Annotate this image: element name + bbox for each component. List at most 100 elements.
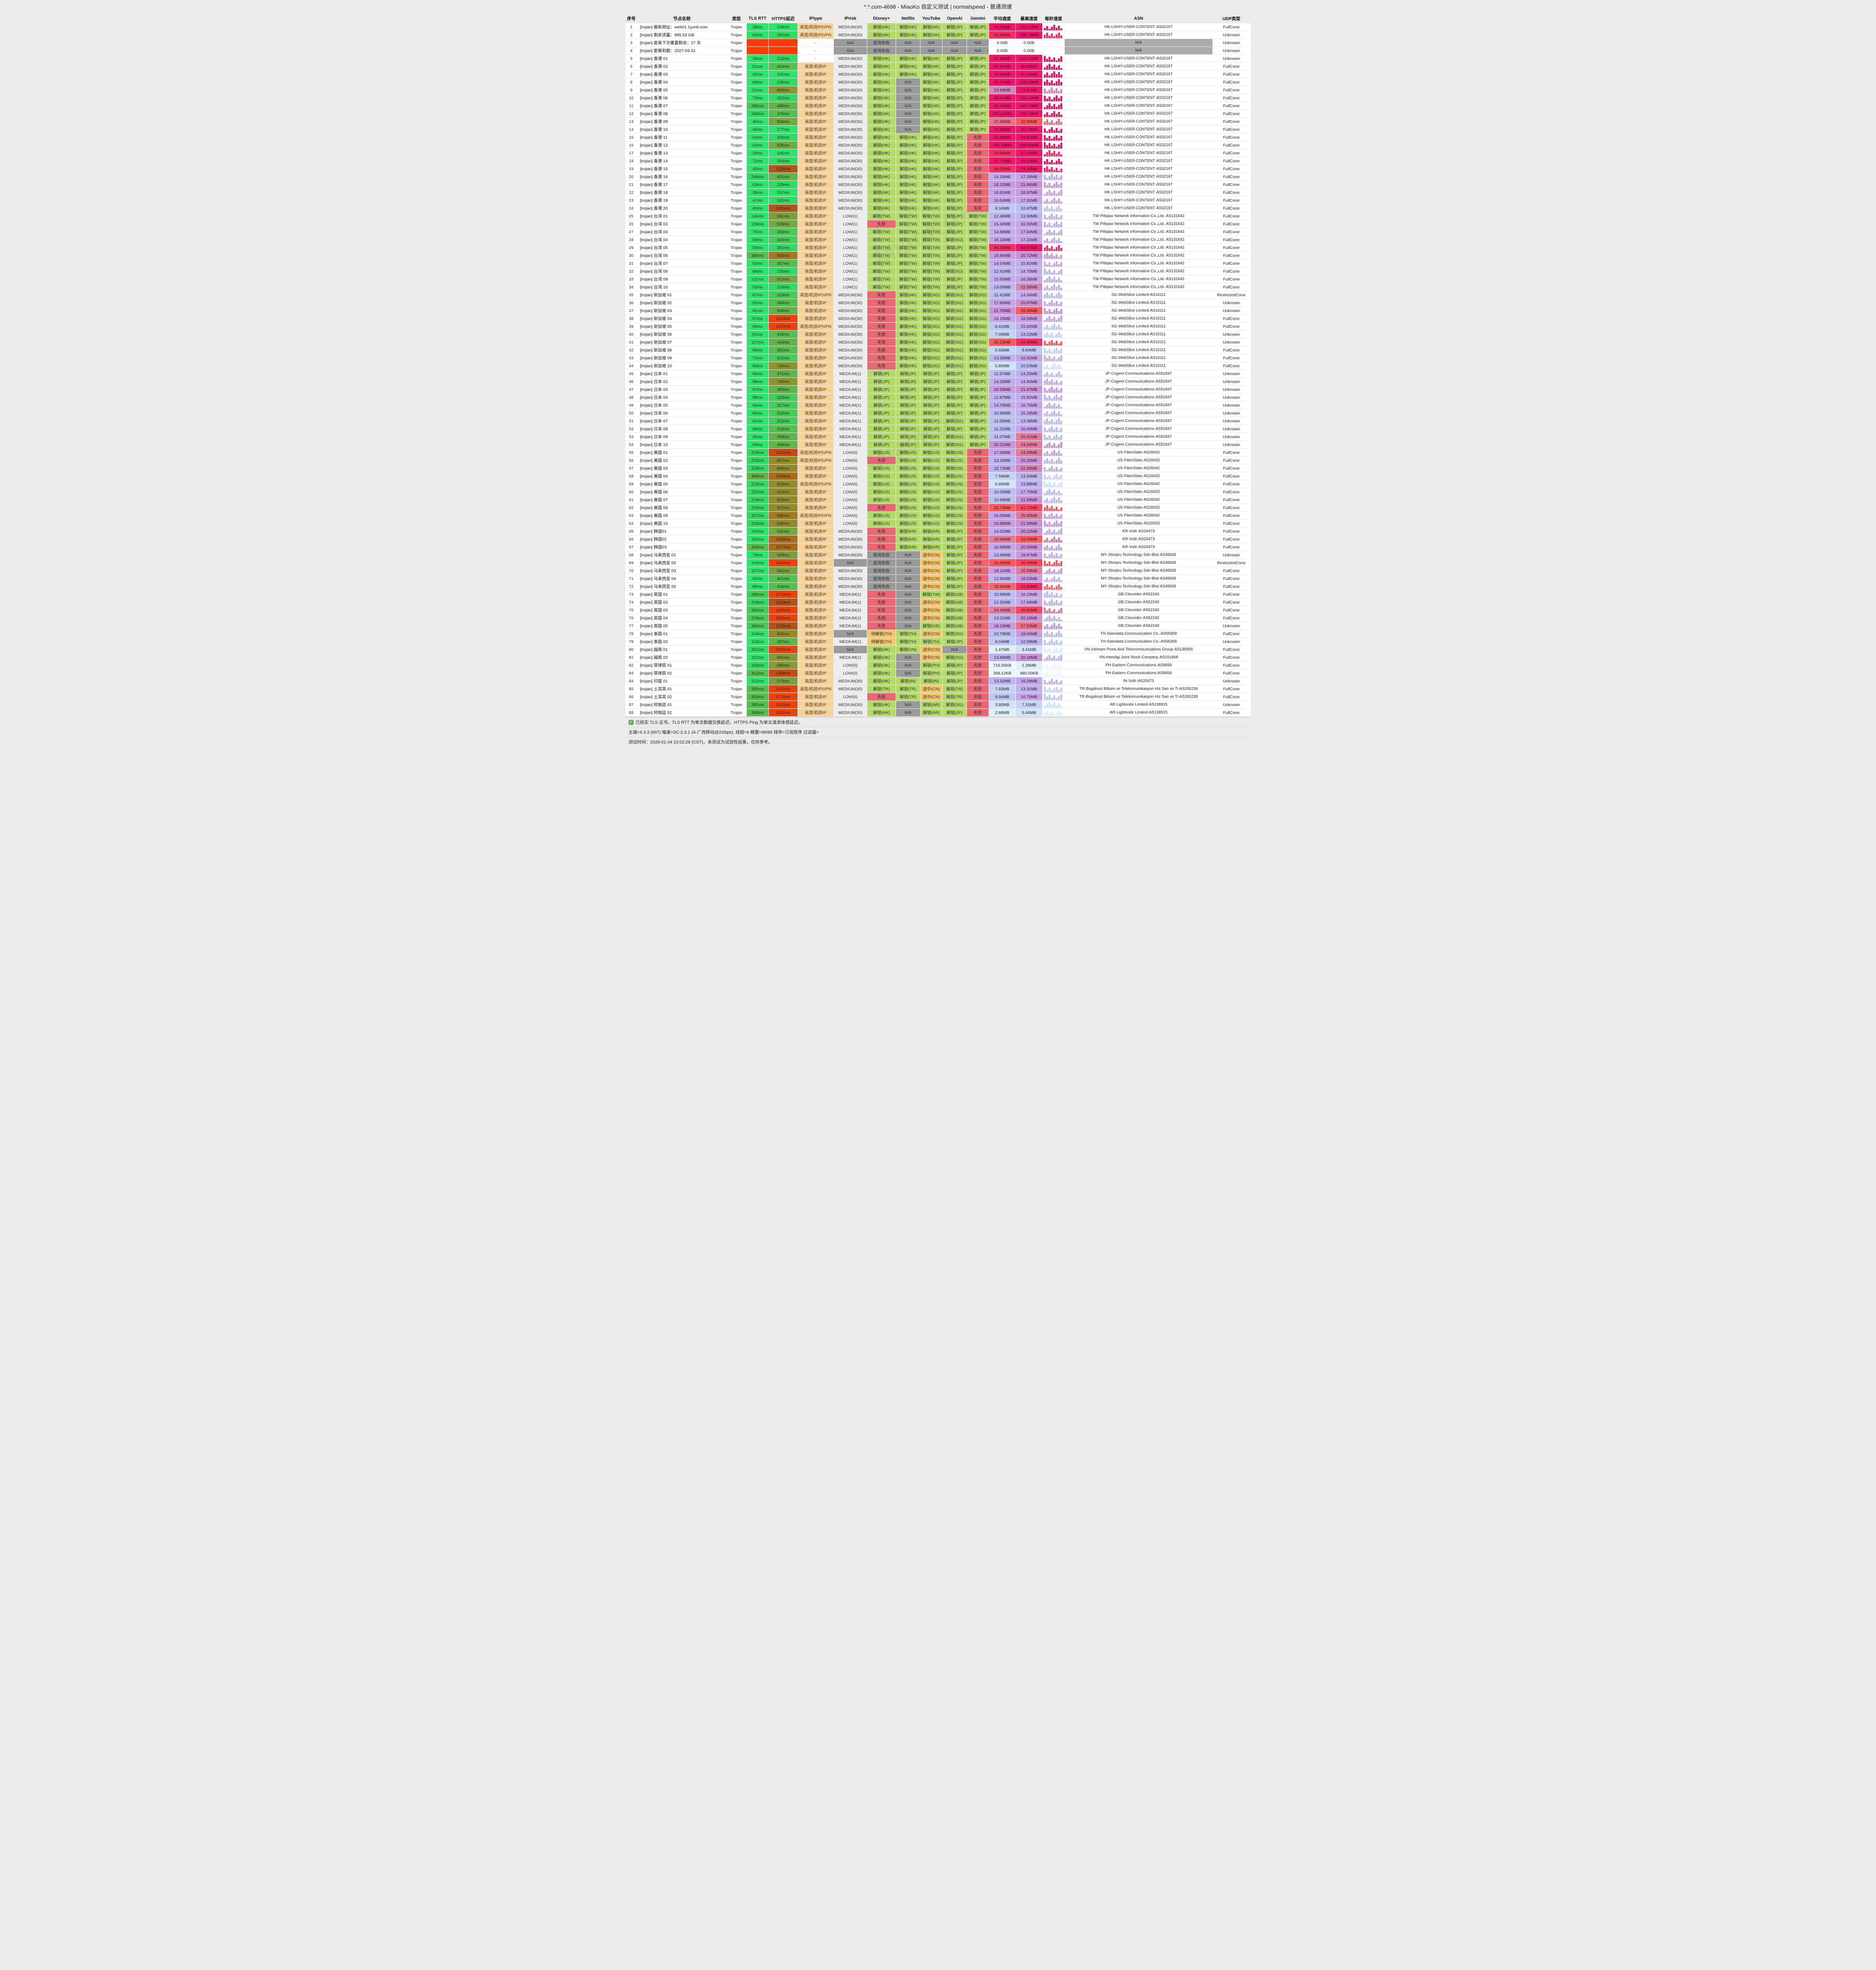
cell-gemini: 失败 [967,457,989,464]
cell-iprisk: LOW(1) [834,283,867,291]
cell-disney: 解锁(US) [867,449,896,456]
cell-avg-speed: 14.52MB [989,528,1015,535]
cell-asn: US·FiberState·AS26042 [1117,498,1160,502]
cell-iptype: 商宽/机房IP [798,465,833,472]
cell-https-latency: 352ms [769,346,798,354]
cell-node-name: [trojan] 台湾 09 [640,277,668,282]
cell-https-latency: 416ms [769,583,798,590]
cell-youtube: 解锁(PH) [920,662,942,669]
speed-sparkline [1043,417,1064,425]
cell-iptype: 商宽/机房IP [798,551,833,559]
cell-disney: 解锁(TW) [867,283,896,291]
table-row: 35 [trojan] 新加坡 01 Trojan 87ms 319ms 商宽/机房IP|… [625,291,1251,299]
cell-node-name: [trojan] 韩国01 [640,529,667,534]
cell-iptype: 商宽/机房IP [798,228,833,236]
cell-udp-type: FullCone [1223,87,1240,93]
table-row: 72 [trojan] 马来西亚 05 Trojan 88ms 416ms 商宽/机房IP… [625,583,1251,591]
cell-gemini: 失败 [967,575,989,582]
cell-node-name: [trojan] 距离下次重置剩余：27 天 [640,41,701,45]
cell-https-latency: 490ms [769,102,798,110]
cell-udp-type: FullCone [1223,513,1240,518]
cell-netflix: 解锁(HK) [896,149,920,157]
table-row: 65 [trojan] 韩国01 Trojan 150ms 531ms 商宽/机房IP ME… [625,528,1251,535]
table-row: 24 [trojan] 香港 20 Trojan 40ms 1203ms 商宽/机房IP M… [625,204,1251,212]
cell-udp-type: FullCone [1223,576,1240,581]
column-header-16: UDP类型 [1222,16,1240,21]
cell-iptype: 商宽/机房IP [798,496,833,504]
table-row: 11 [trojan] 香港 07 Trojan 285ms 490ms 商宽/机房IP M… [625,102,1251,110]
cell-idx: 21 [629,182,634,187]
speed-sparkline [1043,472,1064,480]
cell-iptype: 商宽/机房IP [798,86,833,94]
speed-sparkline [1043,583,1064,590]
cell-iprisk: MEDIUM(30) [834,86,867,94]
cell-youtube: 解锁(TW) [920,275,942,283]
cell-gemini: 解锁(TW) [967,252,989,259]
cell-type: Trojan [731,521,742,526]
cell-disney: 解锁(TW) [867,252,896,259]
cell-avg-speed: 15.73MB [989,465,1015,472]
cell-node-name: [trojan] 马来西亚 03 [640,569,676,573]
cell-node-name: [trojan] 日本 01 [640,372,668,376]
cell-avg-speed: 12.87MB [989,394,1015,401]
cell-https-latency: 345ms [769,236,798,243]
cell-udp-type: FullCone [1223,245,1240,250]
cell-avg-speed: 21.75MB [989,307,1015,314]
speed-sparkline [1043,236,1064,243]
cell-openai: 解锁(JP) [943,204,967,212]
cell-https-latency: 750ms [769,362,798,370]
cell-max-speed: 16.50MB [1016,220,1042,228]
cell-udp-type: Unknown [1223,32,1240,37]
cell-openai: 解锁(JP) [943,401,967,409]
cell-tls-rtt: 353ms [747,693,768,701]
cell-tls-rtt: 92ms [747,299,768,307]
cell-iprisk: LOW(6) [834,465,867,472]
cell-youtube: 解锁(HK) [920,173,942,180]
cell-max-speed: 0.00B [1016,39,1042,46]
cell-youtube: 解锁(JP) [920,441,942,448]
column-header-8: Netflix [901,16,915,21]
speed-sparkline [1043,504,1064,511]
cell-https-latency: 959ms [769,252,798,259]
cell-https-latency: 591ms [769,212,798,220]
table-row: 8 [trojan] 香港 04 Trojan 66ms 236ms 商宽/机房IP MED… [625,78,1251,86]
cell-https-latency: 235ms [769,268,798,275]
cell-https-latency: 827ms [769,457,798,464]
cell-gemini: 失败 [967,551,989,559]
cell-avg-speed: 17.06MB [989,449,1015,456]
table-row: 81 [trojan] 越南 02 Trojan 152ms 691ms 商宽/机房IP M… [625,654,1251,662]
cell-udp-type: FullCone [1223,647,1240,652]
table-row: 53 [trojan] 日本 09 Trojan 95ms 459ms 商宽/机房IP ME… [625,433,1251,441]
cell-gemini: 失败 [967,693,989,701]
cell-netflix: N/A [896,567,920,574]
cell-youtube: 解锁(US) [920,449,942,456]
cell-type: Trojan [731,253,742,258]
cell-tls-rtt: 87ms [747,291,768,299]
cell-avg-speed: 18.96MB [989,252,1015,259]
cell-youtube: 解锁(HK) [920,118,942,125]
cell-node-name: [trojan] 阿根廷 01 [640,703,672,707]
cell-gemini: 解锁(JP) [967,441,989,448]
cell-idx: 76 [629,615,634,621]
cell-youtube: 送中(CN) [920,575,942,582]
cell-idx: 87 [629,702,634,707]
cell-type: Trojan [731,166,742,171]
cell-netflix: 解锁(TR) [896,685,920,693]
cell-avg-speed: 14.79MB [989,401,1015,409]
cell-netflix: 解锁(US) [896,480,920,488]
cell-gemini: 解锁(SG) [967,362,989,370]
cell-node-name: [trojan] 泰国 02 [640,639,668,644]
speed-sparkline [1043,47,1064,54]
cell-avg-speed: 7.09MB [989,331,1015,338]
cell-idx: 52 [629,426,634,431]
cell-openai: 解锁(GB) [943,614,967,622]
cell-udp-type: FullCone [1223,221,1240,227]
cell-max-speed: 79.59MB [1016,165,1042,173]
cell-disney: 解锁(TW) [867,236,896,243]
cell-type: Trojan [731,403,742,408]
cell-asn: HK·LSHIY-USER-CONTENT·AS32167 [1104,167,1173,171]
cell-node-name: [trojan] 美国 05 [640,482,668,487]
cell-max-speed: 12.59MB [1016,638,1042,645]
cell-type: Trojan [731,198,742,203]
cell-youtube: 解锁(TW) [920,236,942,243]
